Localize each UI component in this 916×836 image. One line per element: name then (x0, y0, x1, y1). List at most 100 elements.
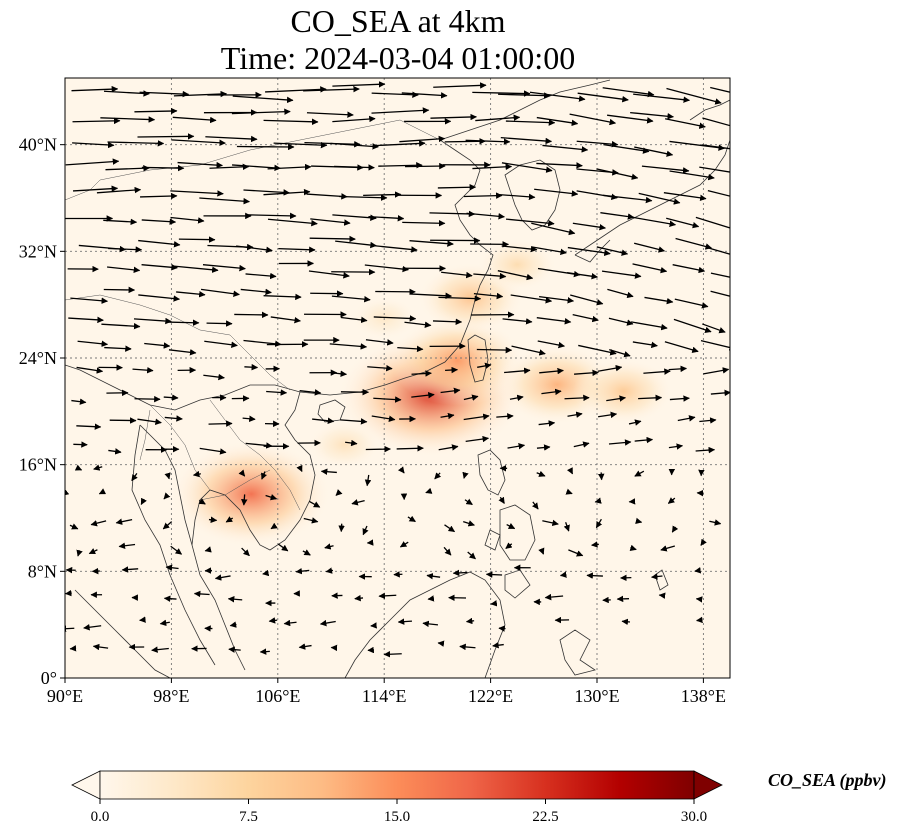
wind-vector-arrow (76, 549, 83, 557)
wind-vector-arrow (163, 492, 171, 500)
wind-vector-arrow (506, 523, 516, 530)
wind-vector-arrow (118, 542, 136, 549)
wind-vector-arrow (229, 621, 237, 628)
wind-vector-arrow (267, 163, 312, 171)
wind-vector-arrow (463, 394, 479, 401)
wind-vector-arrow (606, 395, 626, 402)
wind-vector-arrow (339, 194, 388, 201)
wind-vector-arrow (351, 499, 365, 506)
lon-tick-label: 90°E (47, 686, 83, 706)
map-title-line2: Time: 2024-03-04 01:00:00 (220, 40, 576, 76)
wind-vector-arrow (72, 117, 121, 125)
wind-vector-arrow (303, 517, 319, 524)
wind-vector-arrow (536, 317, 572, 325)
wind-vector-arrow (192, 470, 201, 478)
wind-vector-arrow (568, 549, 584, 557)
wind-vector-arrow (607, 288, 634, 299)
lat-tick-label: 40°N (19, 135, 57, 155)
wind-vector-arrow (462, 471, 469, 479)
wind-vector-arrow (602, 87, 655, 98)
wind-vector-arrow (668, 443, 684, 450)
wind-vector-arrow (159, 619, 170, 627)
wind-vector-arrow (437, 184, 477, 191)
wind-vector-arrow (675, 237, 713, 250)
wind-vector-arrow (324, 543, 334, 550)
wind-vector-arrow (295, 567, 310, 575)
wind-vector-arrow (302, 549, 311, 556)
wind-vector-arrow (433, 82, 487, 89)
wind-vector-arrow (88, 548, 98, 555)
wind-vector-arrow (399, 541, 409, 548)
wind-vector-arrow (633, 242, 666, 253)
wind-vector-arrow (383, 651, 402, 658)
wind-vector-arrow (544, 593, 564, 601)
colorbar-gradient (99, 770, 695, 800)
wind-vector-arrow (703, 367, 730, 375)
wind-vector-arrow (531, 222, 576, 236)
wind-vector-arrow (630, 111, 674, 120)
wind-vector-arrow (539, 295, 575, 304)
wind-vector-arrow (141, 164, 185, 172)
wind-vector-arrow (92, 643, 109, 651)
wind-vector-arrow (397, 345, 424, 353)
wind-vector-arrow (501, 162, 553, 173)
wind-vector-arrow (332, 214, 377, 221)
wind-vector-arrow (422, 620, 439, 628)
wind-vector-arrow (373, 140, 426, 147)
wind-vector-arrow (695, 216, 730, 229)
colorbar-ticks: 0.0 7.5 15.0 22.5 30.0 (91, 799, 707, 825)
wind-vector-arrow (371, 91, 419, 99)
colorbar-tick-label: 0.0 (91, 809, 110, 825)
wind-vector-arrow (542, 144, 589, 153)
wind-vector-arrow (492, 641, 504, 649)
wind-vector-arrow (576, 140, 619, 148)
wind-vector-arrow (707, 189, 730, 197)
wind-vector-arrow (603, 194, 653, 204)
wind-vector-arrow (141, 264, 178, 271)
wind-vector-arrow (163, 394, 179, 401)
wind-vector-arrow (138, 239, 181, 248)
wind-vector-arrow (603, 144, 650, 154)
wind-vector-arrow (345, 439, 358, 447)
wind-vector-arrow (273, 141, 328, 149)
wind-vector-arrow (234, 311, 269, 319)
wind-vector-arrow (407, 515, 416, 523)
wind-vector-arrow (134, 395, 161, 403)
wind-vector-arrow (205, 135, 258, 143)
wind-vector-arrow (565, 488, 573, 495)
wind-vector-arrow (634, 436, 654, 444)
wind-vector-arrow (115, 518, 133, 525)
wind-vector-arrow (332, 115, 376, 123)
wind-vector-arrow (705, 246, 730, 255)
wind-vector-arrow (364, 264, 409, 273)
wind-vector-arrow (69, 523, 79, 530)
wind-vector-arrow (577, 92, 629, 103)
wind-vector-arrow (505, 542, 513, 549)
wind-vector-arrow (632, 341, 658, 349)
wind-vector-arrow (214, 574, 231, 581)
wind-vector-arrow (397, 618, 412, 625)
wind-vector-arrow (378, 592, 397, 600)
wind-vector-arrow (596, 246, 629, 256)
wind-vector-arrow (441, 271, 473, 279)
co-plume (572, 357, 675, 426)
wind-vector-arrow (308, 270, 350, 279)
wind-vector-arrow (396, 445, 424, 452)
wind-vector-arrow (463, 413, 490, 421)
wind-vector-arrow (77, 340, 109, 347)
wind-vector-arrow (167, 319, 200, 326)
wind-vector-arrow (245, 272, 277, 280)
lat-tick-label: 24°N (19, 348, 57, 368)
colorbar-tick-label: 30.0 (681, 809, 707, 825)
wind-vector-arrow (597, 364, 623, 372)
wind-vector-arrow (668, 365, 688, 373)
wind-vector-arrow (538, 420, 556, 427)
wind-vector-arrow (444, 524, 456, 533)
wind-vector-arrow (367, 364, 393, 372)
wind-vector-arrow (409, 240, 454, 247)
wind-vector-arrow (202, 264, 246, 272)
map-title-line1: CO_SEA at 4km (290, 3, 506, 39)
wind-vector-arrow (141, 218, 177, 225)
wind-vector-arrow (165, 564, 179, 571)
wind-vector-arrow (632, 216, 677, 227)
